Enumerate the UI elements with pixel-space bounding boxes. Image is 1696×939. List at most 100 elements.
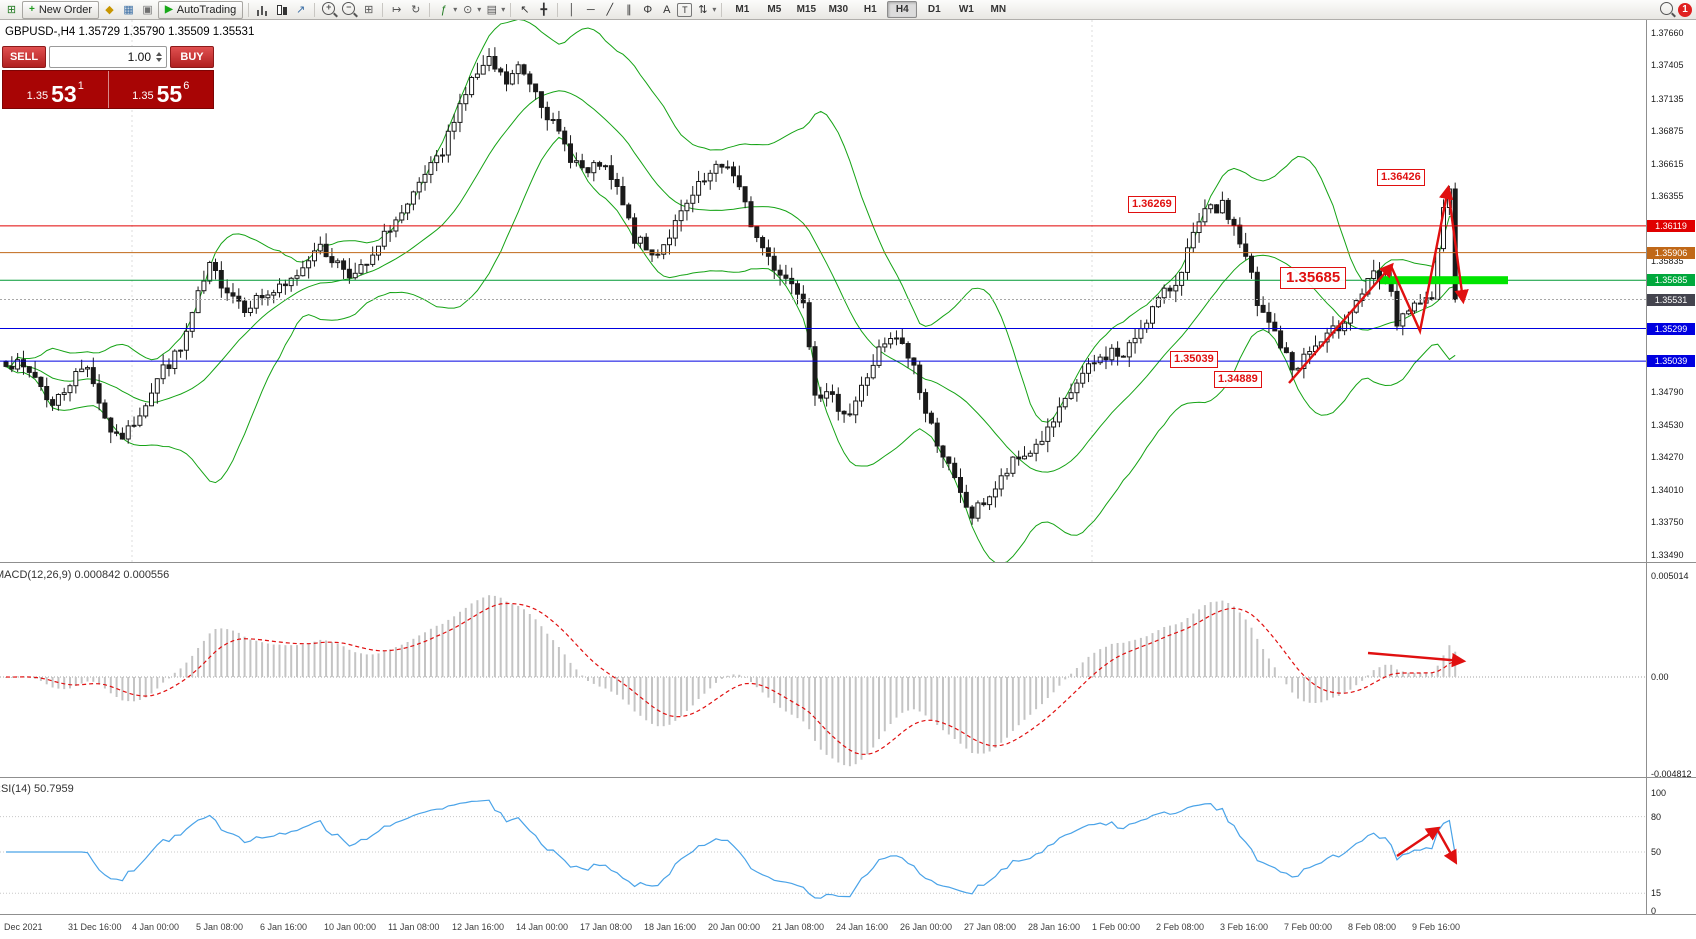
drawn-arrow[interactable] <box>1367 651 1467 668</box>
axis-divider <box>1646 20 1647 914</box>
chart-bars-icon[interactable] <box>256 2 270 17</box>
timeframe-M5[interactable]: M5 <box>767 4 782 15</box>
time-axis-label: 10 Jan 00:00 <box>324 922 377 932</box>
drawn-arrow[interactable] <box>1288 262 1394 384</box>
axis-label: 1.34270 <box>1651 452 1684 463</box>
time-axis-label: 28 Jan 16:00 <box>1028 922 1081 932</box>
time-axis-label: 21 Jan 08:00 <box>772 922 825 932</box>
trendline-icon[interactable]: ╱ <box>606 4 614 16</box>
axis-label: 1.33750 <box>1651 517 1684 528</box>
indicators-icon-dropdown-icon[interactable]: ▾ <box>453 5 458 14</box>
price-axis[interactable]: 1.37660 1.37405 1.37135 1.36875 1.36615 1.363… <box>1647 20 1696 916</box>
new-chart-icon[interactable]: ⊞ <box>6 4 17 16</box>
macd-canvas[interactable] <box>0 563 1646 777</box>
timeframe-W1[interactable]: W1 <box>958 4 974 15</box>
periods-icon-dropdown-icon[interactable]: ▾ <box>477 5 482 14</box>
horizontal-line-icon[interactable]: ─ <box>586 3 595 16</box>
volume-down-icon[interactable] <box>156 58 162 62</box>
buy-price[interactable]: 1.35 55 6 <box>132 80 190 108</box>
autotrading-button[interactable]: ▶ AutoTrading <box>158 0 244 19</box>
text-icon[interactable]: A <box>663 3 671 16</box>
templates-icon-dropdown-icon[interactable]: ▾ <box>501 5 506 14</box>
time-axis-label: 31 Dec 16:00 <box>68 922 122 932</box>
time-axis-label: 4 Jan 00:00 <box>132 922 180 932</box>
macd-histogram <box>5 595 1457 767</box>
axis-label: 0.00 <box>1651 672 1669 683</box>
panel-divider[interactable] <box>0 777 1696 778</box>
axis-label: 1.37660 <box>1651 28 1684 38</box>
time-axis-label: 20 Jan 00:00 <box>708 922 761 932</box>
metaeditor-icon[interactable]: ◆ <box>105 4 114 16</box>
fibonacci-icon[interactable]: Φ <box>643 3 653 16</box>
buy-button[interactable]: BUY <box>170 46 214 68</box>
timeframe-M30[interactable]: M30 <box>828 4 849 15</box>
crosshair-icon[interactable]: ╋ <box>540 4 548 16</box>
time-axis-label: 14 Jan 00:00 <box>516 922 569 932</box>
time-axis-label: 18 Jan 16:00 <box>644 922 697 932</box>
axis-label: 1.34010 <box>1651 484 1684 495</box>
support-zone[interactable] <box>1380 276 1508 285</box>
periods-icon[interactable]: ⊙ <box>463 4 473 16</box>
timeframe-MN[interactable]: MN <box>990 4 1007 15</box>
time-axis-label: 7 Feb 00:00 <box>1284 922 1333 932</box>
volume-stepper[interactable]: 1.00 <box>49 46 167 68</box>
indicators-icon[interactable]: ƒ <box>440 3 447 16</box>
main-chart-canvas[interactable] <box>0 20 1646 562</box>
axis-label: 1.36615 <box>1651 158 1684 169</box>
vertical-line-icon[interactable]: │ <box>568 3 576 16</box>
annotation-price-label[interactable]: 1.36269 <box>1128 196 1176 213</box>
rsi-indicator-label: RSI(14) 50.7959 <box>0 783 74 795</box>
chart-line-icon[interactable]: ↗ <box>296 4 306 16</box>
axis-label: 1.35835 <box>1651 256 1684 267</box>
axis-label: 0 <box>1651 906 1657 916</box>
arrows-icon[interactable]: ⇅ <box>698 4 708 16</box>
drawn-arrow[interactable] <box>1389 184 1454 335</box>
annotation-price-label[interactable]: 1.35039 <box>1170 351 1218 368</box>
timeframe-H4[interactable]: H4 <box>887 1 918 18</box>
time-axis[interactable]: Dec 2021 31 Dec 16:00 4 Jan 00:00 5 Jan 08:… <box>0 915 1646 939</box>
axis-label: 1.37405 <box>1651 59 1684 70</box>
text-label-icon[interactable]: T <box>677 2 693 17</box>
level-price-chip: 1.35039 <box>1647 355 1695 368</box>
volume-value: 1.00 <box>127 50 151 64</box>
experts-icon[interactable]: ▣ <box>142 4 153 16</box>
autotrading-button-label: AutoTrading <box>176 3 237 16</box>
timeframe-M1[interactable]: M1 <box>735 4 750 15</box>
search-icon[interactable] <box>1660 2 1673 15</box>
tile-windows-icon[interactable]: ⊞ <box>364 4 374 16</box>
sell-button[interactable]: SELL <box>2 46 46 68</box>
annotation-price-label[interactable]: 1.36426 <box>1377 169 1425 186</box>
new-order-plus-icon: + <box>29 4 35 15</box>
zoom-out-icon[interactable] <box>342 2 356 15</box>
sell-price[interactable]: 1.35 53 1 <box>26 80 84 108</box>
chart-candles-icon[interactable] <box>275 3 288 17</box>
time-axis-label: 6 Jan 16:00 <box>260 922 308 932</box>
zoom-in-icon[interactable] <box>322 2 336 15</box>
toolbar-separator <box>557 2 559 17</box>
panel-divider[interactable] <box>0 562 1696 563</box>
axis-label: 1.34790 <box>1651 387 1684 398</box>
drawn-arrow[interactable] <box>1435 828 1458 865</box>
annotation-price-label[interactable]: 1.34889 <box>1214 371 1262 388</box>
timeframe-H1[interactable]: H1 <box>863 4 877 15</box>
templates-icon[interactable]: ▤ <box>486 4 497 16</box>
new-order-button[interactable]: + New Order <box>22 0 100 19</box>
rsi-canvas[interactable] <box>0 778 1646 914</box>
toolbar-separator <box>248 2 250 17</box>
timeframe-M15[interactable]: M15 <box>796 4 817 15</box>
axis-label: 100 <box>1651 788 1667 798</box>
volume-up-icon[interactable] <box>156 52 162 56</box>
cursor-icon[interactable]: ↖ <box>520 4 530 16</box>
auto-scroll-icon[interactable]: ↻ <box>411 4 421 16</box>
charts-icon[interactable]: ▦ <box>123 4 134 16</box>
notification-badge[interactable]: 1 <box>1678 2 1692 17</box>
drawn-arrow[interactable] <box>1446 188 1469 305</box>
timeframe-D1[interactable]: D1 <box>927 4 941 15</box>
time-axis-label: 17 Jan 08:00 <box>580 922 633 932</box>
arrows-icon-dropdown-icon[interactable]: ▾ <box>712 5 717 14</box>
annotation-price-label[interactable]: 1.35685 <box>1280 267 1347 289</box>
drawn-arrow[interactable] <box>1396 826 1441 857</box>
panel-divider <box>0 914 1696 915</box>
chart-shift-icon[interactable]: ↦ <box>392 4 402 16</box>
channel-icon[interactable]: ∥ <box>626 4 632 16</box>
